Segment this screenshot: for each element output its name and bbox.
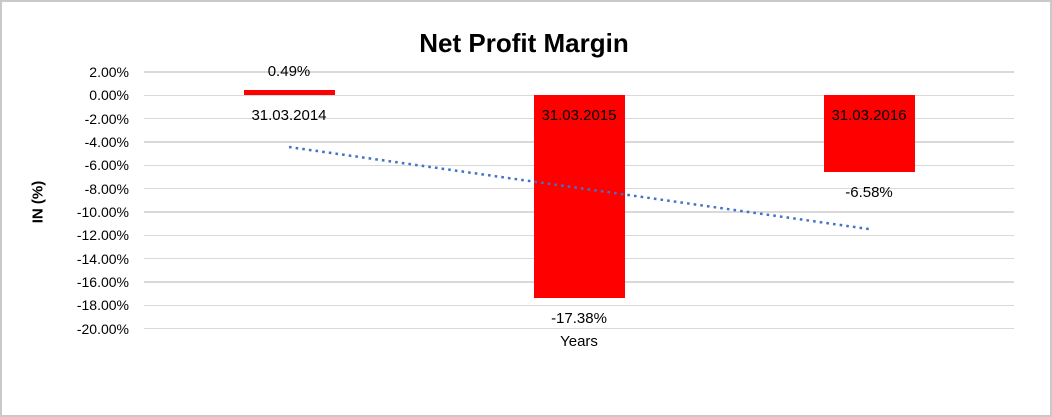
gridline xyxy=(144,71,1014,73)
category-label: 31.03.2015 xyxy=(541,107,617,124)
category-label: 31.03.2014 xyxy=(251,107,327,124)
gridline xyxy=(144,304,1014,307)
y-tick-label: -18.00% xyxy=(76,297,129,314)
chart-title: Net Profit Margin xyxy=(419,28,629,58)
data-label: -6.58% xyxy=(845,184,893,202)
y-tick-label: -10.00% xyxy=(76,204,129,221)
y-tick-label: -16.00% xyxy=(76,274,129,291)
category-label: 31.03.2016 xyxy=(831,107,907,124)
bar-31.03.2015 xyxy=(533,95,625,299)
y-tick-label: -20.00% xyxy=(76,320,129,337)
gridline xyxy=(144,327,1014,330)
y-tick-label: -4.00% xyxy=(84,134,129,150)
y-tick-label: -14.00% xyxy=(76,250,129,267)
data-label: -17.38% xyxy=(551,310,607,328)
y-tick-label: -6.00% xyxy=(84,157,129,174)
y-tick-label: 2.00% xyxy=(89,64,129,80)
data-label: 0.49% xyxy=(267,62,311,80)
y-tick-label: 0.00% xyxy=(89,87,129,104)
bar-31.03.2014 xyxy=(243,89,335,96)
y-axis-title: IN (%) xyxy=(29,180,47,224)
y-tick-label: -2.00% xyxy=(84,110,129,127)
y-tick-label: -8.00% xyxy=(84,180,129,197)
x-axis-title: Years xyxy=(560,333,598,350)
y-tick-label: -12.00% xyxy=(76,227,129,244)
